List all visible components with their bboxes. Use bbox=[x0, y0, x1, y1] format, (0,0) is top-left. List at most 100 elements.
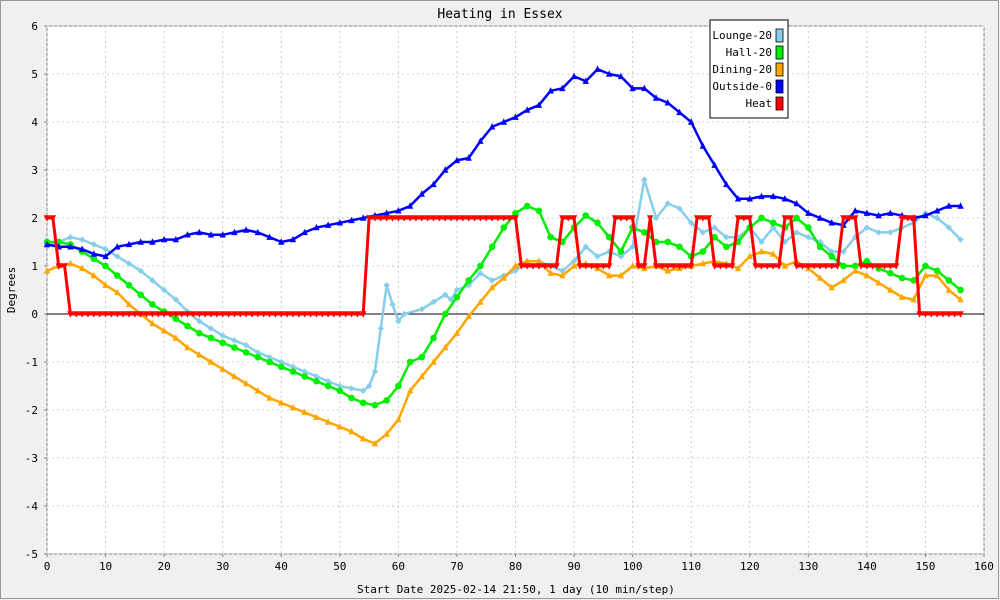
data-point-lounge-20 bbox=[383, 282, 390, 289]
data-point-heat bbox=[588, 263, 595, 270]
data-point-heat bbox=[160, 311, 168, 318]
data-point-outside-0 bbox=[535, 101, 543, 108]
data-point-heat bbox=[805, 263, 812, 270]
data-point-outside-0 bbox=[184, 231, 191, 238]
data-point-lounge-20 bbox=[301, 368, 308, 375]
data-point-heat bbox=[201, 311, 209, 318]
data-point-hall-20 bbox=[664, 238, 672, 246]
data-point-outside-0 bbox=[78, 245, 86, 252]
data-point-dining-20 bbox=[360, 435, 367, 442]
data-point-lounge-20 bbox=[805, 234, 812, 241]
data-point-heat bbox=[237, 311, 244, 318]
data-point-outside-0 bbox=[816, 214, 824, 221]
data-point-heat bbox=[324, 311, 332, 318]
data-point-lounge-20 bbox=[617, 253, 625, 260]
data-point-outside-0 bbox=[313, 223, 320, 231]
data-point-heat bbox=[600, 263, 607, 270]
data-point-heat bbox=[840, 215, 847, 222]
data-point-hall-20 bbox=[184, 322, 191, 330]
data-point-dining-20 bbox=[945, 286, 953, 293]
data-point-heat bbox=[289, 311, 297, 318]
data-point-hall-20 bbox=[816, 243, 824, 251]
data-point-dining-20 bbox=[465, 312, 472, 320]
data-point-heat bbox=[758, 263, 765, 270]
data-point-dining-20 bbox=[266, 394, 273, 401]
data-point-heat bbox=[641, 263, 648, 270]
data-point-lounge-20 bbox=[664, 200, 671, 207]
data-point-heat bbox=[957, 311, 964, 318]
data-point-hall-20 bbox=[512, 209, 519, 217]
data-point-heat bbox=[576, 263, 584, 270]
data-point-hall-20 bbox=[149, 301, 156, 308]
y-tick-label: 3 bbox=[31, 164, 38, 177]
data-point-heat bbox=[313, 311, 320, 318]
data-point-dining-20 bbox=[67, 259, 74, 267]
data-point-lounge-20 bbox=[594, 253, 601, 260]
data-point-outside-0 bbox=[289, 235, 297, 243]
data-point-hall-20 bbox=[758, 214, 765, 222]
data-point-heat bbox=[365, 215, 373, 222]
data-point-hall-20 bbox=[933, 267, 941, 275]
data-point-dining-20 bbox=[78, 264, 86, 272]
legend-swatch bbox=[775, 96, 784, 111]
data-point-heat bbox=[652, 263, 660, 270]
data-point-lounge-20 bbox=[652, 214, 660, 222]
data-point-dining-20 bbox=[781, 262, 789, 269]
data-point-dining-20 bbox=[219, 365, 226, 372]
data-point-hall-20 bbox=[359, 399, 367, 407]
data-point-outside-0 bbox=[196, 228, 203, 236]
data-point-heat bbox=[67, 311, 74, 318]
data-point-heat bbox=[664, 263, 671, 270]
data-point-outside-0 bbox=[231, 228, 238, 236]
data-point-dining-20 bbox=[664, 267, 671, 274]
data-point-heat bbox=[863, 263, 871, 270]
data-point-outside-0 bbox=[219, 231, 226, 238]
data-point-heat bbox=[354, 311, 361, 318]
data-point-heat bbox=[617, 215, 625, 222]
x-tick-label: 10 bbox=[99, 560, 112, 573]
data-point-outside-0 bbox=[851, 207, 859, 214]
data-point-hall-20 bbox=[535, 207, 543, 215]
data-point-heat bbox=[453, 215, 461, 222]
data-point-outside-0 bbox=[324, 221, 332, 228]
y-tick-label: 2 bbox=[31, 212, 38, 225]
data-point-lounge-20 bbox=[125, 260, 133, 267]
data-point-hall-20 bbox=[336, 387, 344, 395]
data-point-hall-20 bbox=[289, 368, 297, 375]
data-point-heat bbox=[172, 311, 180, 318]
data-point-heat bbox=[846, 215, 853, 222]
data-point-lounge-20 bbox=[90, 241, 98, 248]
data-point-heat bbox=[55, 263, 62, 270]
data-point-outside-0 bbox=[137, 238, 144, 245]
data-point-hall-20 bbox=[395, 382, 402, 390]
data-point-heat bbox=[272, 311, 279, 318]
data-point-heat bbox=[61, 263, 68, 270]
data-point-outside-0 bbox=[758, 192, 765, 200]
data-point-hall-20 bbox=[699, 248, 707, 255]
data-point-lounge-20 bbox=[377, 325, 385, 332]
data-point-heat bbox=[424, 215, 431, 222]
data-point-hall-20 bbox=[90, 255, 98, 263]
data-point-hall-20 bbox=[113, 272, 121, 279]
data-point-outside-0 bbox=[652, 94, 660, 101]
data-point-dining-20 bbox=[547, 269, 554, 276]
data-point-dining-20 bbox=[922, 271, 929, 279]
data-point-outside-0 bbox=[266, 233, 273, 240]
data-point-dining-20 bbox=[629, 262, 636, 269]
data-point-dining-20 bbox=[500, 274, 507, 281]
data-point-lounge-20 bbox=[570, 258, 578, 265]
data-point-outside-0 bbox=[945, 202, 953, 209]
data-point-outside-0 bbox=[957, 202, 964, 209]
data-point-outside-0 bbox=[723, 180, 730, 188]
data-point-heat bbox=[143, 311, 150, 318]
data-point-outside-0 bbox=[254, 228, 262, 236]
data-point-hall-20 bbox=[137, 291, 144, 299]
data-point-hall-20 bbox=[605, 233, 613, 241]
data-point-dining-20 bbox=[278, 399, 285, 406]
data-point-heat bbox=[582, 263, 589, 270]
data-point-lounge-20 bbox=[687, 219, 695, 226]
x-tick-label: 100 bbox=[623, 560, 643, 573]
data-point-hall-20 bbox=[957, 286, 964, 294]
data-point-lounge-20 bbox=[676, 205, 683, 212]
